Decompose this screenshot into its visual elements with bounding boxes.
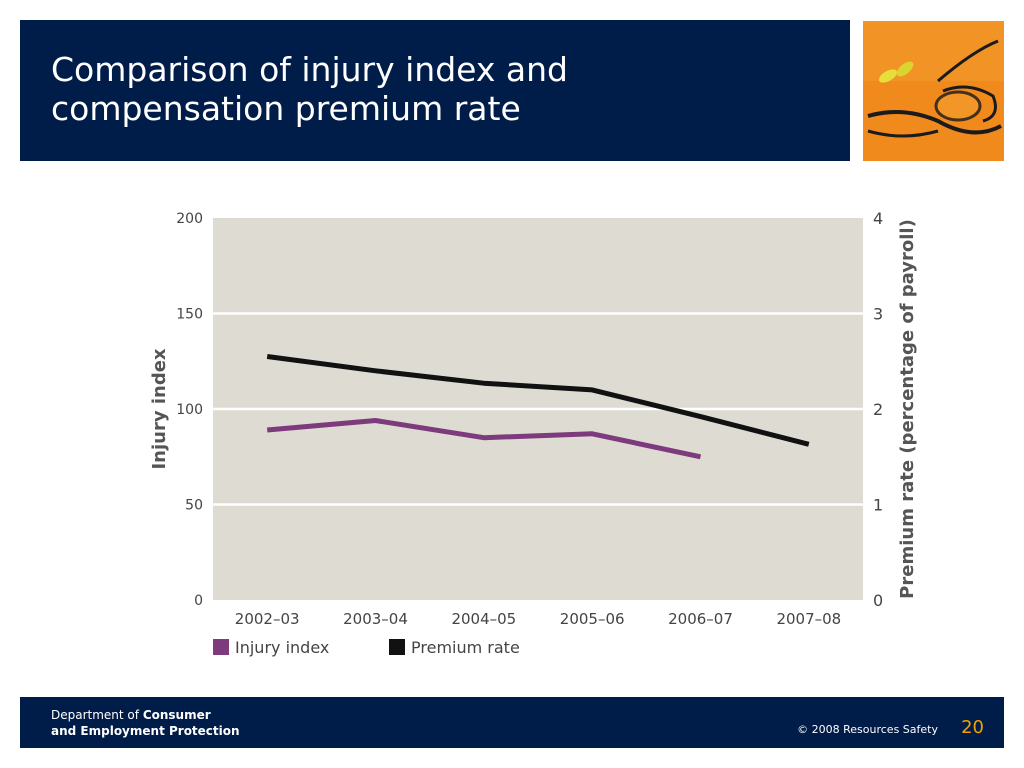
y2-tick-label: 4 xyxy=(873,209,883,228)
x-tick-label: 2003–04 xyxy=(343,610,408,628)
y2-tick-label: 1 xyxy=(873,496,883,515)
safety-glasses-photo xyxy=(863,21,1004,161)
y-tick-label: 0 xyxy=(194,593,203,609)
slide-title: Comparison of injury index and compensat… xyxy=(51,50,568,128)
y2-tick-label: 2 xyxy=(873,400,883,419)
dept-bold-2: and Employment Protection xyxy=(51,724,240,738)
chart: 0 50 100 150 200 0 1 2 3 4 2002–03 2003–04 2004–05 20… xyxy=(135,195,945,670)
dept-prefix: Department of xyxy=(51,708,143,722)
copyright: © 2008 Resources Safety xyxy=(797,723,938,736)
x-tick-label: 2006–07 xyxy=(668,610,733,628)
x-tick-label: 2007–08 xyxy=(776,610,841,628)
y-tick-label: 50 xyxy=(185,498,203,514)
legend-label: Premium rate xyxy=(411,638,520,657)
y2-tick-label: 0 xyxy=(873,591,883,610)
chart-svg: 0 50 100 150 200 0 1 2 3 4 2002–03 2003–04 2004–05 20… xyxy=(149,209,918,657)
legend-swatch xyxy=(213,639,229,655)
x-tick-label: 2005–06 xyxy=(560,610,625,628)
footer: Department of Consumer and Employment Pr… xyxy=(20,697,1004,748)
x-tick-label: 2002–03 xyxy=(235,610,300,628)
legend-label: Injury index xyxy=(235,638,329,657)
dept-bold-1: Consumer xyxy=(142,708,211,722)
page-number: 20 xyxy=(961,717,984,738)
series-line-injury-index xyxy=(266,418,702,460)
y-axis-label: Injury index xyxy=(149,348,170,469)
y-tick-label: 100 xyxy=(176,402,203,418)
y2-axis-label: Premium rate (percentage of payroll) xyxy=(897,219,918,599)
y-tick-label: 150 xyxy=(176,307,203,323)
legend-swatch xyxy=(389,639,405,655)
title-bar: Comparison of injury index and compensat… xyxy=(20,20,850,161)
y2-tick-label: 3 xyxy=(873,305,883,324)
series-line-premium-rate xyxy=(266,354,810,447)
department-name: Department of Consumer and Employment Pr… xyxy=(51,707,240,739)
y-tick-label: 200 xyxy=(176,211,203,227)
x-tick-label: 2004–05 xyxy=(451,610,516,628)
